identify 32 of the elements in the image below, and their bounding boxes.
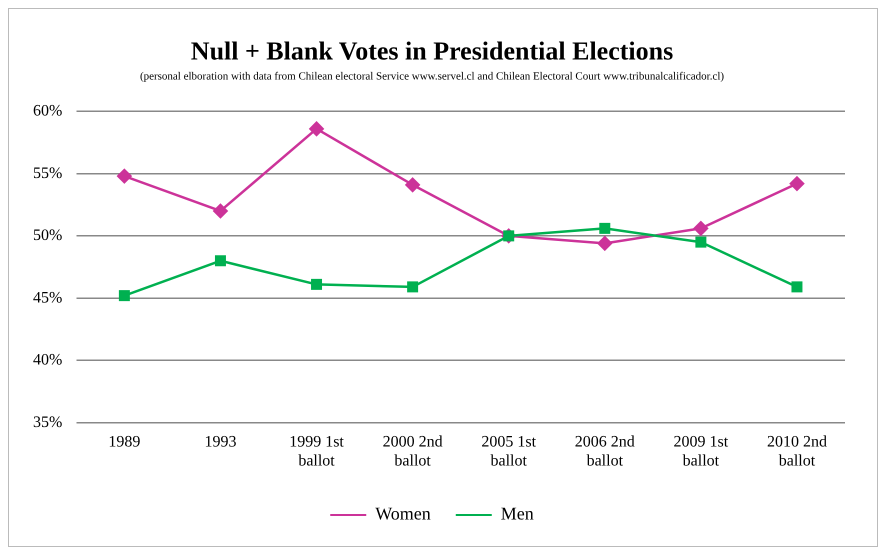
x-tick-label: 1999 1st ballot (289, 433, 344, 470)
legend-label: Women (375, 504, 431, 524)
y-tick-label: 50% (33, 227, 62, 244)
point (790, 176, 804, 191)
chart-subtitle: (personal elboration with data from Chilean electoral Service www.servel.cl and Chilean Electoral Court www.tribunalcalificador.cl) (140, 70, 724, 83)
y-tick-label: 40% (33, 352, 62, 369)
point (695, 236, 706, 248)
point (599, 222, 610, 234)
point (214, 255, 226, 266)
point (694, 221, 708, 236)
point (213, 204, 228, 218)
y-tick-label: 45% (33, 289, 62, 306)
point (791, 281, 802, 292)
x-tick-label: 1993 (204, 433, 236, 450)
y-tick-label: 60% (33, 102, 62, 120)
point (598, 236, 612, 251)
x-tick-label: 2006 2nd ballot (574, 433, 635, 470)
y-tick-label: 55% (33, 164, 62, 182)
point (311, 278, 322, 290)
x-tick-label: 2010 2nd ballot (766, 433, 827, 470)
x-tick-label: 2000 2nd ballot (382, 433, 443, 470)
point (118, 290, 130, 302)
x-tick-label: 1989 (108, 433, 140, 450)
point (405, 178, 420, 192)
point (117, 168, 132, 184)
x-tick-label: 2009 1st ballot (674, 433, 729, 470)
x-tick-label: 2005 1st ballot (481, 433, 537, 470)
chart-title: Null + Blank Votes in Presidential Elections (190, 36, 674, 66)
point (309, 122, 324, 136)
legend-label: Men (500, 504, 534, 524)
y-tick-label: 35% (33, 414, 62, 431)
point (407, 281, 418, 292)
